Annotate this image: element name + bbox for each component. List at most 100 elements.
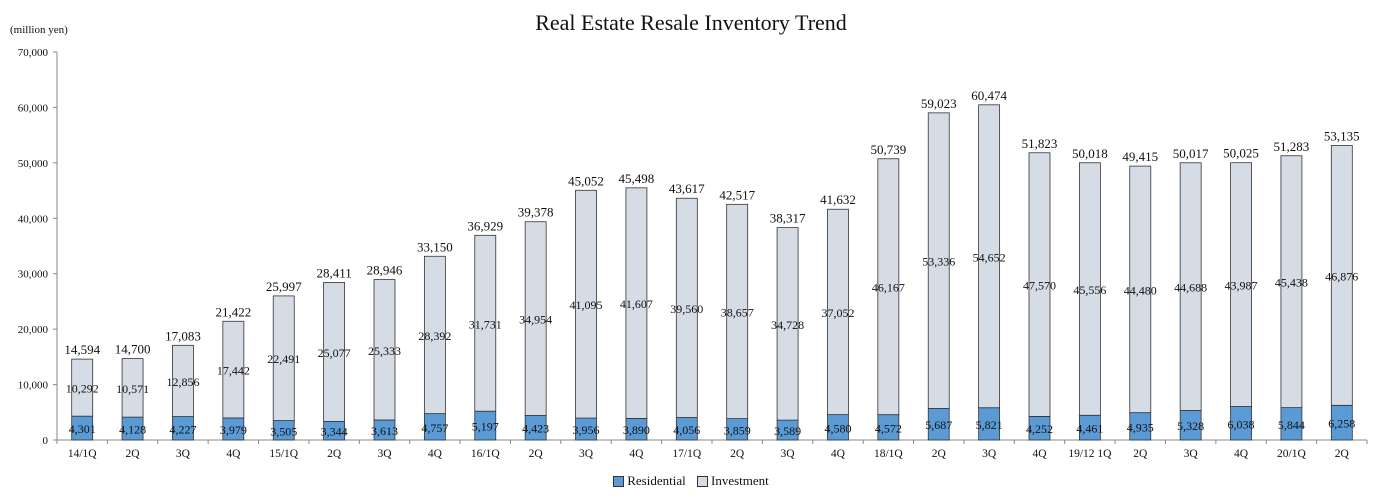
bar-investment xyxy=(927,112,950,409)
data-label-residential: 4,461 xyxy=(1076,422,1103,436)
bar-investment xyxy=(625,187,648,419)
bar-investment xyxy=(675,197,698,418)
data-label-residential: 4,423 xyxy=(522,422,549,436)
data-label-investment: 41,607 xyxy=(620,297,653,311)
data-label-residential: 3,979 xyxy=(220,423,247,437)
bar-investment xyxy=(827,208,849,416)
data-label-total: 51,283 xyxy=(1274,139,1310,154)
data-label-total: 50,025 xyxy=(1223,146,1259,161)
data-label-total: 25,997 xyxy=(266,279,302,294)
x-tick-label: 2Q xyxy=(1335,448,1350,460)
data-label-residential: 3,589 xyxy=(774,424,801,438)
data-label-total: 60,474 xyxy=(971,88,1007,103)
data-label-total: 53,135 xyxy=(1324,128,1360,143)
data-label-investment: 25,333 xyxy=(368,344,401,358)
x-tick-label: 14/1Q xyxy=(68,448,97,460)
x-tick-label: 4Q xyxy=(1234,448,1249,460)
data-label-residential: 5,328 xyxy=(1177,419,1204,433)
bar-investment xyxy=(172,344,194,417)
chart-title: Real Estate Resale Inventory Trend xyxy=(535,10,847,35)
data-label-residential: 4,252 xyxy=(1026,422,1053,436)
bar-investment xyxy=(423,255,446,415)
data-label-total: 51,823 xyxy=(1022,136,1058,151)
bar-investment xyxy=(474,234,497,412)
y-tick-label: 20,000 xyxy=(18,324,49,336)
x-tick-label: 2Q xyxy=(529,448,544,460)
y-tick-label: 50,000 xyxy=(18,158,49,170)
data-label-total: 45,052 xyxy=(568,173,604,188)
data-label-residential: 4,227 xyxy=(169,422,196,436)
x-tick-label: 16/1Q xyxy=(471,448,500,460)
x-tick-label: 18/1Q xyxy=(874,448,903,460)
data-label-investment: 46,876 xyxy=(1325,269,1358,283)
bar-investment xyxy=(1028,152,1051,417)
bar-investment xyxy=(726,203,749,420)
bar-investment xyxy=(978,104,1001,409)
x-tick-label: 15/1Q xyxy=(269,448,298,460)
bar-investment xyxy=(877,158,900,416)
data-label-total: 21,422 xyxy=(215,304,251,319)
x-tick-label: 4Q xyxy=(629,448,644,460)
data-label-investment: 44,688 xyxy=(1174,281,1207,295)
data-label-investment: 28,392 xyxy=(418,329,451,343)
x-tick-label: 19/12 1Q xyxy=(1068,448,1112,460)
data-label-investment: 41,095 xyxy=(570,298,603,312)
data-label-total: 28,946 xyxy=(367,263,403,278)
data-label-investment: 53,336 xyxy=(922,255,955,269)
data-label-total: 45,498 xyxy=(619,171,655,186)
bar-investment xyxy=(575,189,597,419)
y-tick-label: 40,000 xyxy=(18,213,49,225)
data-label-investment: 17,442 xyxy=(217,364,250,378)
data-label-investment: 34,954 xyxy=(519,313,552,327)
bar-investment xyxy=(222,320,245,419)
data-label-total: 36,929 xyxy=(467,218,503,233)
bar-investment xyxy=(1179,162,1202,411)
legend-label-residential: Residential xyxy=(627,473,686,488)
data-label-residential: 3,859 xyxy=(724,423,751,437)
data-label-residential: 4,056 xyxy=(673,423,700,437)
data-label-investment: 45,438 xyxy=(1275,276,1308,290)
data-label-residential: 5,687 xyxy=(925,418,952,432)
x-tick-label: 4Q xyxy=(1032,448,1047,460)
data-label-investment: 47,570 xyxy=(1023,279,1056,293)
x-tick-label: 2Q xyxy=(126,448,141,460)
legend-swatch-residential xyxy=(613,475,625,487)
data-label-investment: 31,731 xyxy=(469,317,502,331)
x-tick-label: 3Q xyxy=(781,448,796,460)
x-tick-label: 3Q xyxy=(579,448,594,460)
data-label-total: 50,017 xyxy=(1173,146,1209,161)
data-label-residential: 3,505 xyxy=(270,424,297,438)
unit-label: (million yen) xyxy=(10,24,68,36)
bar-investment xyxy=(1078,162,1101,416)
data-label-investment: 44,480 xyxy=(1124,283,1157,297)
data-label-residential: 4,757 xyxy=(421,421,448,435)
data-label-investment: 34,728 xyxy=(771,318,804,332)
bar-investment xyxy=(776,227,799,421)
data-label-investment: 43,987 xyxy=(1225,279,1258,293)
data-label-residential: 3,890 xyxy=(623,423,650,437)
data-label-investment: 37,052 xyxy=(821,306,854,320)
legend: Residential Investment xyxy=(0,473,1382,491)
x-tick-label: 3Q xyxy=(176,448,191,460)
data-label-total: 17,083 xyxy=(165,328,201,343)
bar-investment xyxy=(1230,162,1252,407)
data-label-investment: 45,556 xyxy=(1073,283,1106,297)
bar-investment xyxy=(121,358,144,418)
data-label-residential: 3,344 xyxy=(321,425,348,439)
data-label-investment: 22,491 xyxy=(267,352,300,366)
data-label-residential: 3,956 xyxy=(573,423,600,437)
bar-investment xyxy=(272,295,295,421)
x-tick-label: 17/1Q xyxy=(672,448,701,460)
y-tick-label: 0 xyxy=(43,435,49,447)
legend-swatch-investment xyxy=(696,475,708,487)
data-label-total: 43,617 xyxy=(669,181,705,196)
bar-investment xyxy=(1280,155,1303,409)
x-tick-label: 2Q xyxy=(1133,448,1148,460)
x-tick-label: 4Q xyxy=(831,448,846,460)
bar-investment xyxy=(373,279,396,421)
data-label-residential: 4,935 xyxy=(1127,420,1154,434)
data-label-residential: 4,128 xyxy=(119,423,146,437)
data-label-total: 41,632 xyxy=(820,192,856,207)
data-label-total: 38,317 xyxy=(770,211,806,226)
